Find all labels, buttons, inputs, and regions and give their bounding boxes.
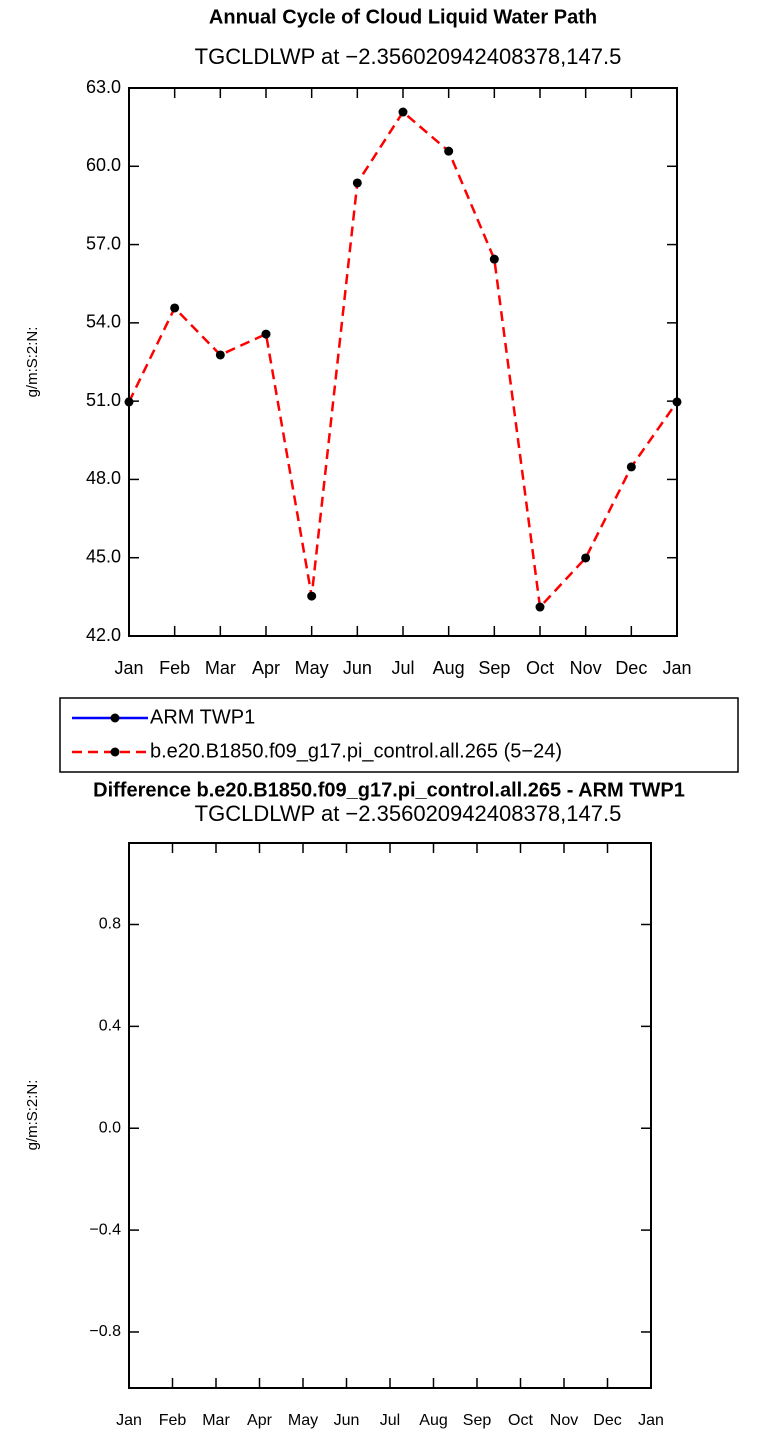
x-tick-label: Mar xyxy=(205,658,236,678)
x-tick-label: Jan xyxy=(116,1412,142,1429)
y-axis-label: g/m:S:2:N: xyxy=(24,327,41,398)
x-tick-label: Aug xyxy=(433,658,465,678)
x-tick-label: Aug xyxy=(419,1412,447,1429)
legend-marker xyxy=(110,713,120,723)
x-tick-label: May xyxy=(295,658,329,678)
x-tick-label: Dec xyxy=(593,1412,621,1429)
legend-box xyxy=(59,697,739,773)
chart-title: Difference b.e20.B1850.f09_g17.pi_contro… xyxy=(93,779,685,801)
data-point xyxy=(444,146,454,156)
chart-title: Annual Cycle of Cloud Liquid Water Path xyxy=(209,6,597,28)
x-tick-label: May xyxy=(288,1412,318,1429)
x-tick-label: Oct xyxy=(508,1412,533,1429)
y-tick-label: −0.8 xyxy=(89,1323,121,1340)
y-tick-label: 54.0 xyxy=(86,312,121,332)
data-point xyxy=(581,553,591,563)
x-tick-label: Dec xyxy=(615,658,647,678)
y-tick-label: 48.0 xyxy=(86,468,121,488)
data-point xyxy=(307,591,317,601)
series-line xyxy=(127,110,679,610)
legend-label: b.e20.B1850.f09_g17.pi_control.all.265 (… xyxy=(150,740,562,762)
y-tick-label: 0.0 xyxy=(99,1119,121,1136)
y-tick-label: 0.4 xyxy=(99,1018,121,1035)
data-point xyxy=(398,107,408,117)
data-point xyxy=(672,397,682,407)
data-point xyxy=(170,303,180,313)
y-tick-label: 60.0 xyxy=(86,155,121,175)
plot-frame xyxy=(128,842,652,1389)
x-tick-label: Feb xyxy=(159,658,190,678)
x-tick-label: Sep xyxy=(478,658,510,678)
x-tick-label: Nov xyxy=(570,658,602,678)
x-tick-label: Jan xyxy=(114,658,143,678)
x-tick-label: Mar xyxy=(202,1412,230,1429)
x-tick-label: Jul xyxy=(391,658,414,678)
x-tick-label: Jan xyxy=(638,1412,664,1429)
x-tick-label: Feb xyxy=(159,1412,187,1429)
data-point xyxy=(626,462,636,472)
x-tick-label: Oct xyxy=(526,658,554,678)
y-tick-label: 63.0 xyxy=(86,77,121,97)
data-point xyxy=(261,329,271,339)
data-point xyxy=(535,602,545,612)
y-tick-label: 45.0 xyxy=(86,546,121,566)
y-tick-label: −0.4 xyxy=(89,1221,121,1238)
y-axis-label: g/m:S:2:N: xyxy=(24,1080,41,1151)
x-tick-label: Sep xyxy=(463,1412,492,1429)
y-tick-label: 57.0 xyxy=(86,233,121,253)
data-point xyxy=(215,350,225,360)
x-tick-label: Jun xyxy=(334,1412,360,1429)
chart-subtitle: TGCLDLWP at −2.356020942408378,147.5 xyxy=(195,801,622,826)
y-tick-label: 51.0 xyxy=(86,390,121,410)
x-tick-label: Nov xyxy=(550,1412,578,1429)
data-point xyxy=(124,397,134,407)
data-point xyxy=(489,254,499,264)
x-tick-label: Apr xyxy=(247,1412,273,1429)
x-tick-label: Apr xyxy=(252,658,280,678)
legend-label: ARM TWP1 xyxy=(150,706,255,728)
y-tick-label: 42.0 xyxy=(86,625,121,645)
chart-subtitle: TGCLDLWP at −2.356020942408378,147.5 xyxy=(195,44,622,69)
x-tick-label: Jan xyxy=(662,658,691,678)
y-tick-label: 0.8 xyxy=(99,916,121,933)
x-tick-label: Jul xyxy=(380,1412,400,1429)
plot-frame xyxy=(128,87,678,637)
x-tick-label: Jun xyxy=(343,658,372,678)
legend-marker xyxy=(110,747,120,757)
data-point xyxy=(352,178,362,188)
